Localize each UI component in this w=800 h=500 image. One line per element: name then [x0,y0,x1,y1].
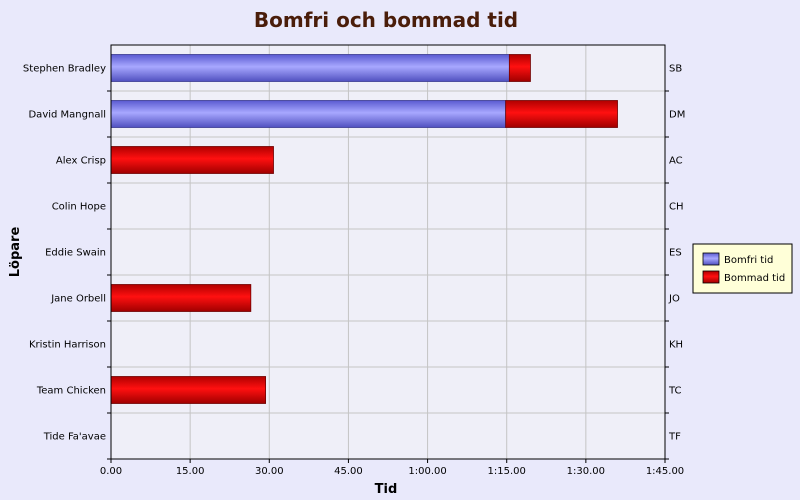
legend-swatch-bommad [702,270,720,284]
y-tick-label: Tide Fa'avae [43,432,106,443]
y-tick-label: Stephen Bradley [23,64,106,75]
y-tick-code: TF [668,432,681,443]
bar-bomfri [110,100,507,128]
y-axis-title: Löpare [8,227,23,278]
bar-bommad [508,54,531,82]
y-tick-label: Team Chicken [36,386,106,397]
legend-swatch-bomfri [702,252,720,266]
legend-label: Bommad tid [724,273,785,284]
x-tick-label: 0.00 [100,466,122,477]
legend: Bomfri tid Bommad tid [692,243,793,294]
y-tick-code: AC [669,156,683,167]
x-tick-label: 15.00 [176,466,205,477]
bar-bommad [110,146,274,174]
y-tick-label: David Mangnall [28,110,106,121]
x-tick-label: 1:30.00 [567,466,605,477]
x-axis-title: Tid [375,482,398,497]
y-tick-code: KH [669,340,683,351]
chart-title: Bomfri och bommad tid [254,8,518,32]
bar-bomfri [110,54,510,82]
y-tick-code: SB [669,64,682,75]
y-tick-code: CH [669,202,684,213]
y-tick-label: Colin Hope [52,202,106,213]
y-tick-label: Eddie Swain [45,248,106,259]
bar-bommad [505,100,618,128]
y-tick-code: JO [668,294,680,305]
bar-bommad [110,284,252,312]
bar-bommad [110,376,266,404]
y-tick-code: TC [668,386,682,397]
legend-box [692,243,793,294]
x-tick-label: 1:15.00 [488,466,526,477]
plot-border [110,44,666,460]
x-tick-label: 30.00 [255,466,284,477]
x-tick-label: 1:00.00 [408,466,446,477]
y-tick-code: DM [669,110,685,121]
x-tick-label: 45.00 [334,466,363,477]
x-tick-label: 1:45.00 [646,466,684,477]
y-tick-label: Alex Crisp [56,156,106,167]
legend-label: Bomfri tid [724,255,773,266]
y-tick-label: Jane Orbell [50,294,106,305]
y-tick-label: Kristin Harrison [29,340,106,351]
y-tick-code: ES [669,248,682,259]
